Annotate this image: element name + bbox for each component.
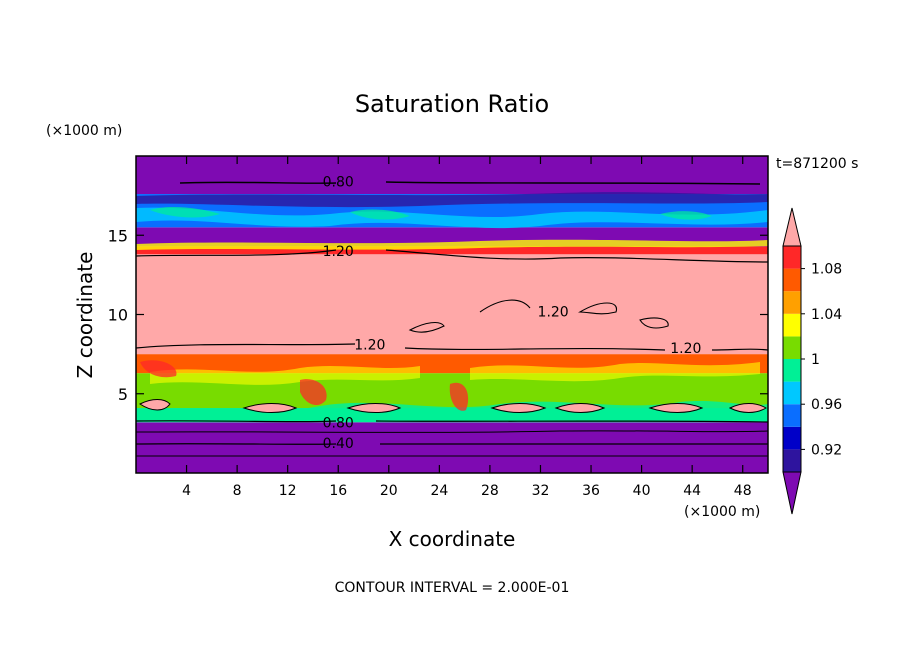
colorbar-bottom-triangle — [782, 471, 802, 515]
contour-interval-footer: CONTOUR INTERVAL = 2.000E-01 — [335, 580, 570, 596]
mid-yellow-patches — [150, 362, 760, 385]
contour-line-040-lower — [136, 443, 768, 445]
x-tick-label-24: 24 — [430, 483, 448, 499]
contour-line-low-extra — [136, 430, 768, 457]
colorbar-swatch-7 — [783, 291, 801, 314]
colorbar-swatch-8 — [783, 268, 801, 292]
x-tick-label-36: 36 — [582, 483, 600, 499]
colorbar-tick-label-2: 1 — [811, 352, 820, 368]
contour-line-080-lower — [136, 420, 768, 423]
contour-label-6: 0.40 — [323, 436, 354, 452]
upper-navy-layer — [136, 192, 768, 208]
colorbar-tick-label-3: 1.04 — [811, 307, 842, 323]
colorbar-swatch-1 — [783, 426, 801, 450]
time-label: t=871200 s — [776, 156, 858, 172]
plot-area: 0.80 1.20 1.20 1.20 1.20 0.80 0.40 — [136, 156, 768, 473]
colorbar-tick-label-0: 0.92 — [811, 442, 842, 458]
x-tick-label-40: 40 — [633, 483, 651, 499]
mid-green-layer — [136, 401, 768, 420]
y-tick-label-15: 15 — [108, 226, 128, 245]
x-tick-label-28: 28 — [481, 483, 499, 499]
colorbar-swatch-6 — [783, 313, 801, 337]
band-4 — [136, 254, 768, 355]
x-tick-label-12: 12 — [279, 483, 297, 499]
x-tick-label-32: 32 — [532, 483, 550, 499]
band-5 — [136, 246, 768, 255]
upper-cyan-filament — [136, 207, 768, 229]
y-axis-label: Z coordinate — [73, 252, 97, 379]
colorbar: 0.92 0.96 1 1.04 1.08 — [782, 207, 842, 515]
x-tick-label-8: 8 — [233, 483, 242, 499]
x-tick-label-48: 48 — [734, 483, 752, 499]
y-unit-label: (×1000 m) — [46, 123, 122, 139]
colorbar-swatch-0 — [783, 449, 801, 472]
contour-label-0: 0.80 — [323, 174, 354, 190]
x-tick-label-20: 20 — [380, 483, 398, 499]
cloud-base-lenses — [139, 399, 767, 413]
colorbar-swatch-9 — [783, 246, 801, 269]
x-tick-label-44: 44 — [683, 483, 701, 499]
band-0 — [136, 422, 768, 473]
y-tick-label-5: 5 — [118, 385, 128, 404]
colorbar-swatch-5 — [783, 336, 801, 359]
colorbar-tick-label-1: 0.96 — [811, 397, 842, 413]
contour-line-120-low — [136, 343, 768, 351]
tropopause-yellow-strip — [136, 239, 768, 250]
colorbar-top-triangle — [782, 207, 802, 247]
contour-label-5: 0.80 — [323, 415, 354, 431]
contour-line-120-upper — [136, 249, 768, 263]
contour-label-4: 1.20 — [670, 341, 701, 357]
contour-label-3: 1.20 — [354, 338, 385, 354]
chart-title: Saturation Ratio — [355, 90, 549, 118]
y-tick-label-10: 10 — [108, 306, 128, 325]
colorbar-swatch-4 — [783, 359, 801, 382]
contour-line-120-mid — [408, 299, 669, 333]
contour-line-080-upper — [179, 181, 761, 185]
colorbar-swatch-3 — [783, 381, 801, 405]
contour-label-1: 1.20 — [323, 244, 354, 260]
colorbar-tick-label-4: 1.08 — [811, 262, 842, 278]
x-unit-label: (×1000 m) — [684, 504, 760, 520]
mid-red-patches — [140, 360, 469, 411]
x-tick-label-16: 16 — [329, 483, 347, 499]
x-tick-label-4: 4 — [182, 483, 191, 499]
contour-label-2: 1.20 — [538, 304, 569, 320]
x-axis-label: X coordinate — [389, 527, 516, 551]
colorbar-swatch-2 — [783, 404, 801, 427]
band-8 — [136, 156, 768, 195]
